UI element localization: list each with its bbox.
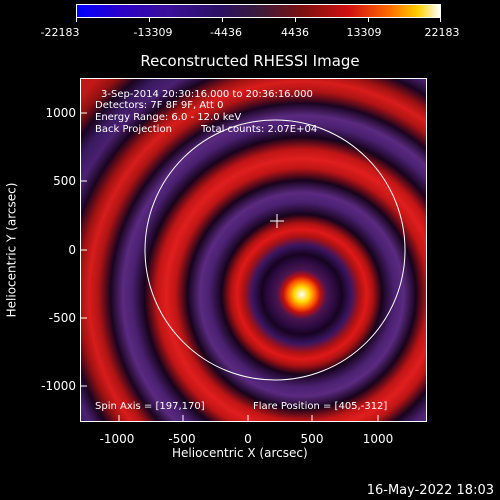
colorbar-label-3: -4436 xyxy=(210,26,242,39)
spin-axis: Spin Axis = [197,170] xyxy=(95,401,205,412)
colorbar-label-2: -13309 xyxy=(133,26,173,39)
colorbar-label-4: 4436 xyxy=(281,26,309,39)
x-tick-neg500: -500 xyxy=(168,432,196,446)
time-range: 3-Sep-2014 20:30:16.000 to 20:36:16.000 xyxy=(101,89,313,100)
image-title: Reconstructed RHESSI Image xyxy=(140,52,360,70)
detectors: Detectors: 7F 8F 9F, Att 0 xyxy=(95,100,224,111)
y-tick-500: 500 xyxy=(53,174,76,188)
timestamp-footer: 16-May-2022 18:03 xyxy=(366,483,494,498)
y-tick-0: 0 xyxy=(68,243,76,257)
y-axis-label: Heliocentric Y (arcsec) xyxy=(4,182,19,318)
flare-position: Flare Position = [405,-312] xyxy=(253,401,388,412)
x-tick-1000: 1000 xyxy=(362,432,394,446)
colorbar-label-6: 22183 xyxy=(424,26,460,39)
x-axis-label: Heliocentric X (arcsec) xyxy=(172,446,308,460)
y-tick-neg500: -500 xyxy=(48,311,76,325)
rhessi-image: 3-Sep-2014 20:30:16.000 to 20:36:16.000 … xyxy=(80,78,427,422)
method: Back Projection xyxy=(95,124,172,135)
x-tick-0: 0 xyxy=(244,432,252,446)
energy-range: Energy Range: 6.0 - 12.0 keV xyxy=(95,112,242,123)
colorbar-label-5: 13309 xyxy=(346,26,382,39)
colorbar-label-1: -22183 xyxy=(40,26,80,39)
x-tick-neg1000: -1000 xyxy=(99,432,135,446)
solar-limb-circle xyxy=(144,119,406,381)
y-tick-1000: 1000 xyxy=(45,106,76,120)
total-counts: Total counts: 2.07E+04 xyxy=(201,124,318,135)
x-tick-500: 500 xyxy=(300,432,324,446)
image-overlay xyxy=(144,119,406,381)
y-tick-neg1000: -1000 xyxy=(41,379,76,393)
colorbar xyxy=(76,4,441,18)
sun-center-cross xyxy=(270,214,284,228)
